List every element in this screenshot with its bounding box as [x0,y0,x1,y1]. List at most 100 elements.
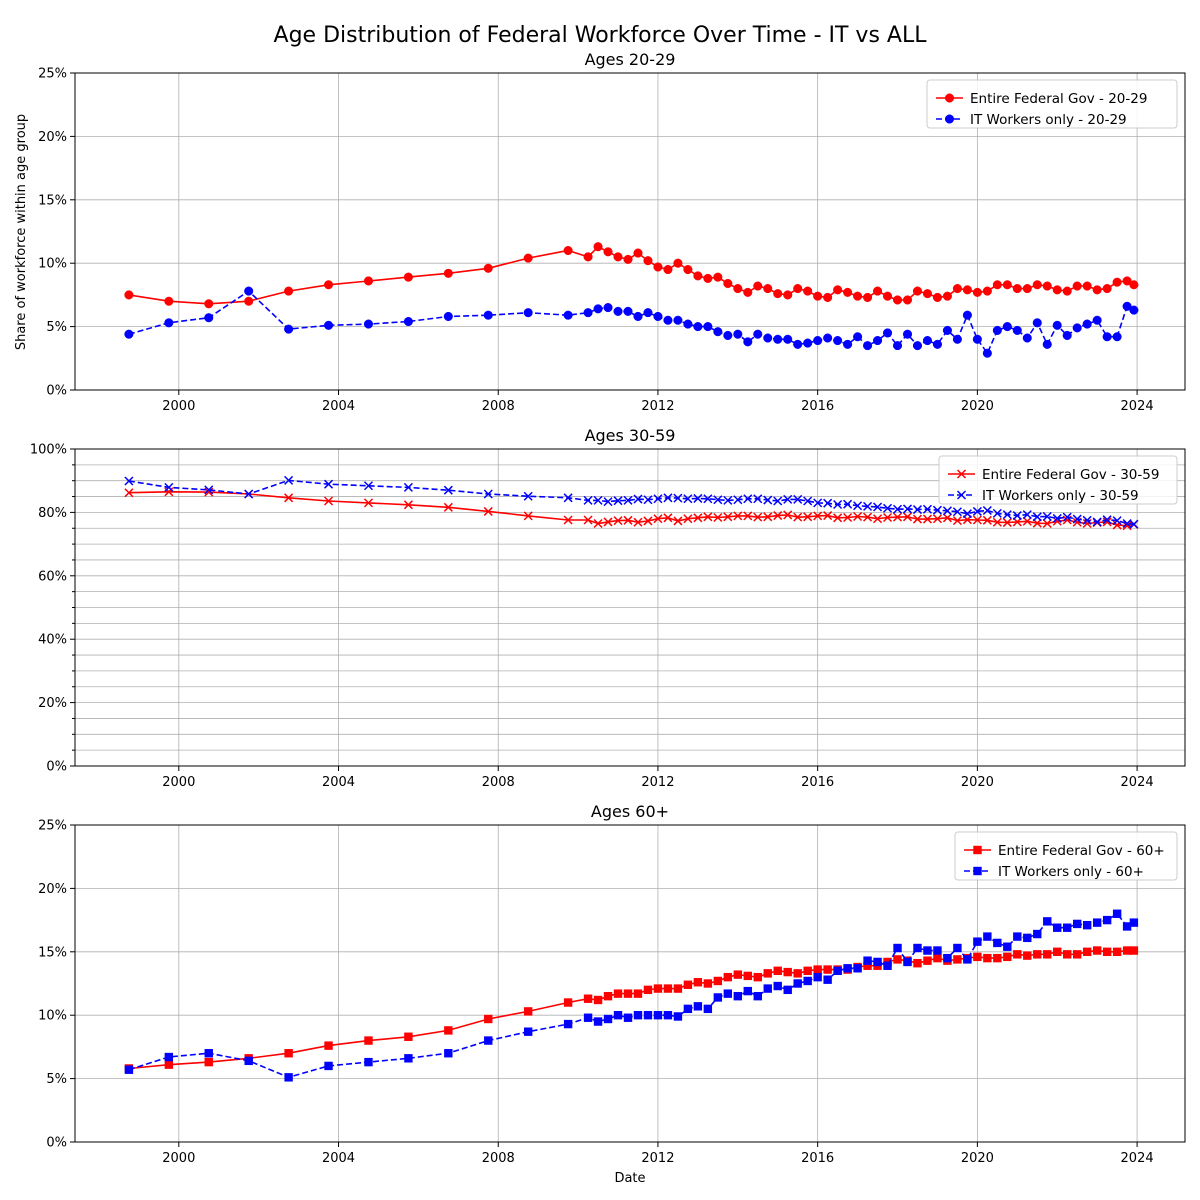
data-point [204,299,214,309]
data-point [1013,950,1022,959]
data-point [763,984,772,993]
y-tick-label: 5% [46,1072,67,1087]
data-point [962,285,972,295]
data-point [813,965,822,974]
y-tick-label: 0% [46,760,67,775]
x-tick-label: 2004 [322,775,355,790]
data-point [443,502,453,512]
panel-1: 2000 2004 2008 2012 2016 2020 2024 0% 5% 10% 15% 20… [38,50,1186,414]
data-point [324,1041,333,1050]
data-point [683,264,693,275]
data-point [164,318,174,328]
data-point [623,495,633,505]
data-point [244,286,254,296]
data-point [873,502,883,512]
legend-label: IT Workers only - 60+ [998,864,1144,880]
data-point [683,319,693,329]
y-axis-label: Share of workforce within age group [14,114,29,350]
data-point [1052,320,1062,330]
data-point [952,334,962,344]
data-point [1002,518,1012,528]
data-point [942,513,952,523]
data-point [793,284,803,294]
data-point [912,514,923,524]
data-point [164,1060,174,1069]
data-point [603,1014,613,1024]
data-point [932,292,942,302]
data-point [873,335,883,346]
x-tick-label: 2020 [961,775,994,790]
data-point [663,264,673,275]
data-point [244,1056,253,1066]
data-point [244,489,254,499]
data-point [803,286,813,296]
data-point [882,328,893,338]
data-point [1012,284,1022,294]
data-point [643,308,653,318]
data-point [883,512,893,523]
data-point [713,993,723,1002]
data-point [603,303,613,313]
plot-frame [74,72,1186,391]
panel-3: 2000 2004 2008 2012 2016 2020 2024 0% 5% 10% 15% 20… [38,802,1186,1166]
x-tick-label: 2024 [1121,399,1154,414]
data-point [923,946,932,955]
data-point [1052,513,1062,523]
data-point [1053,923,1062,932]
data-point [633,1011,643,1020]
data-point [643,495,653,505]
data-point [763,969,772,978]
data-point [823,333,833,343]
panel-title: Ages 20-29 [585,50,676,69]
data-point [943,953,952,963]
data-point [953,955,962,964]
data-point [623,989,633,998]
data-point [723,278,733,289]
data-point [1102,517,1112,527]
data-point [993,953,1002,963]
data-point [523,1007,533,1016]
data-point [753,494,763,504]
data-point [673,258,683,268]
data-point [443,485,453,495]
data-point [1012,325,1022,335]
data-point [793,339,803,349]
data-point [683,514,693,524]
data-point [922,514,932,524]
data-point [523,308,533,318]
data-point [563,515,573,525]
data-point [1062,512,1072,522]
y-tick-label: 25% [38,819,67,834]
data-point [773,496,783,506]
legend: Entire Federal Gov - 20-29 IT Workers onl… [926,79,1178,129]
x-tick-label: 2012 [641,775,674,790]
data-point [933,953,942,963]
data-point [593,242,603,252]
y-tick-label: 0% [46,384,67,399]
data-point [643,516,653,526]
data-point [882,291,893,301]
data-point [783,510,793,520]
data-point [1122,922,1132,931]
data-point [483,310,493,320]
data-point [803,512,813,522]
data-point [623,515,633,525]
data-point [164,482,174,492]
legend-box [954,831,1178,881]
data-point [663,984,673,993]
data-point [693,271,703,281]
data-point [1053,947,1062,956]
x-tick-label: 2008 [482,399,515,414]
plot-frame [74,448,1186,767]
data-point [1092,946,1102,955]
data-point [942,291,952,301]
data-point [863,341,873,351]
data-point [643,985,653,995]
data-point [733,329,743,339]
data-point [863,292,873,302]
data-point [813,972,822,982]
data-point [893,955,902,964]
data-point [1129,918,1139,927]
data-point [983,932,992,941]
y-tick-label: 10% [38,257,67,272]
